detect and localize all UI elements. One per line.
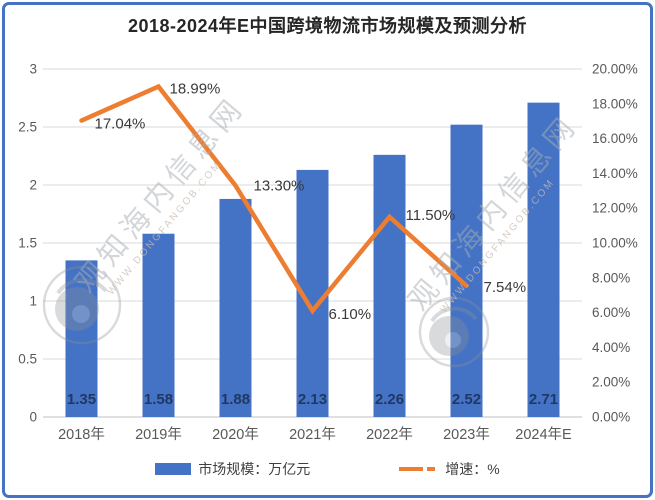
right-axis-tick: 16.00% [592,131,638,146]
bar [373,154,406,417]
right-axis-tick: 6.00% [592,305,630,320]
right-axis-tick: 12.00% [592,201,638,216]
line-value-label: 17.04% [95,116,146,133]
x-axis-label: 2018年 [58,426,105,443]
right-axis-tick: 0.00% [592,410,630,425]
right-axis-tick: 2.00% [592,375,630,390]
line-value-label: 11.50% [406,207,456,224]
x-axis-label: 2022年 [366,426,413,443]
right-axis-tick: 10.00% [592,236,638,251]
growth-rate-line [79,83,469,315]
left-axis-tick: 0 [29,410,37,425]
left-axis-tick: 2.5 [18,120,37,135]
legend-item-market-size: 市场规模：万亿元 [155,459,310,479]
line-value-label: 7.54% [484,279,527,296]
legend-label: 增速：% [445,461,500,477]
line-swatch-icon [399,467,438,471]
right-axis-tick: 4.00% [592,340,630,355]
bar-swatch-icon [155,463,192,475]
line-value-label: 6.10% [329,306,372,323]
x-axis-label: 2019年 [135,426,182,443]
bar-value-label: 1.88 [221,391,250,408]
left-axis-tick: 2 [29,178,37,193]
left-axis-tick: 1 [29,294,37,309]
chart-title: 2018-2024年E中国跨境物流市场规模及预测分析 [127,16,528,36]
bar-value-label: 2.71 [529,391,558,408]
bar-value-label: 2.26 [375,391,404,408]
bar [219,198,252,417]
x-axis-label: 2020年 [212,426,259,443]
bar-value-label: 2.52 [452,391,481,408]
chart-legend: 市场规模：万亿元 增速：% [0,459,655,479]
bar-value-label: 2.13 [298,391,327,408]
x-axis-label: 2023年 [443,426,490,443]
bar-value-label: 1.58 [144,391,173,408]
bar [142,233,175,417]
line-value-label: 18.99% [170,81,221,98]
bar [65,260,98,417]
bar [450,124,483,418]
x-axis-label: 2024年E [515,426,572,443]
legend-label: 市场规模：万亿元 [198,461,311,477]
left-axis-tick: 1.5 [18,236,37,251]
bar-value-label: 1.35 [67,391,96,408]
right-axis-tick: 8.00% [592,270,630,285]
legend-item-growth: 增速：% [398,459,500,479]
right-axis-tick: 20.00% [592,62,638,77]
right-axis-tick: 18.00% [592,96,638,111]
left-axis-tick: 0.5 [18,352,37,367]
x-axis-label: 2021年 [289,426,336,443]
bar [527,102,560,417]
left-axis-tick: 3 [29,62,37,77]
right-axis-tick: 14.00% [592,166,638,181]
line-value-label: 13.30% [254,178,305,195]
